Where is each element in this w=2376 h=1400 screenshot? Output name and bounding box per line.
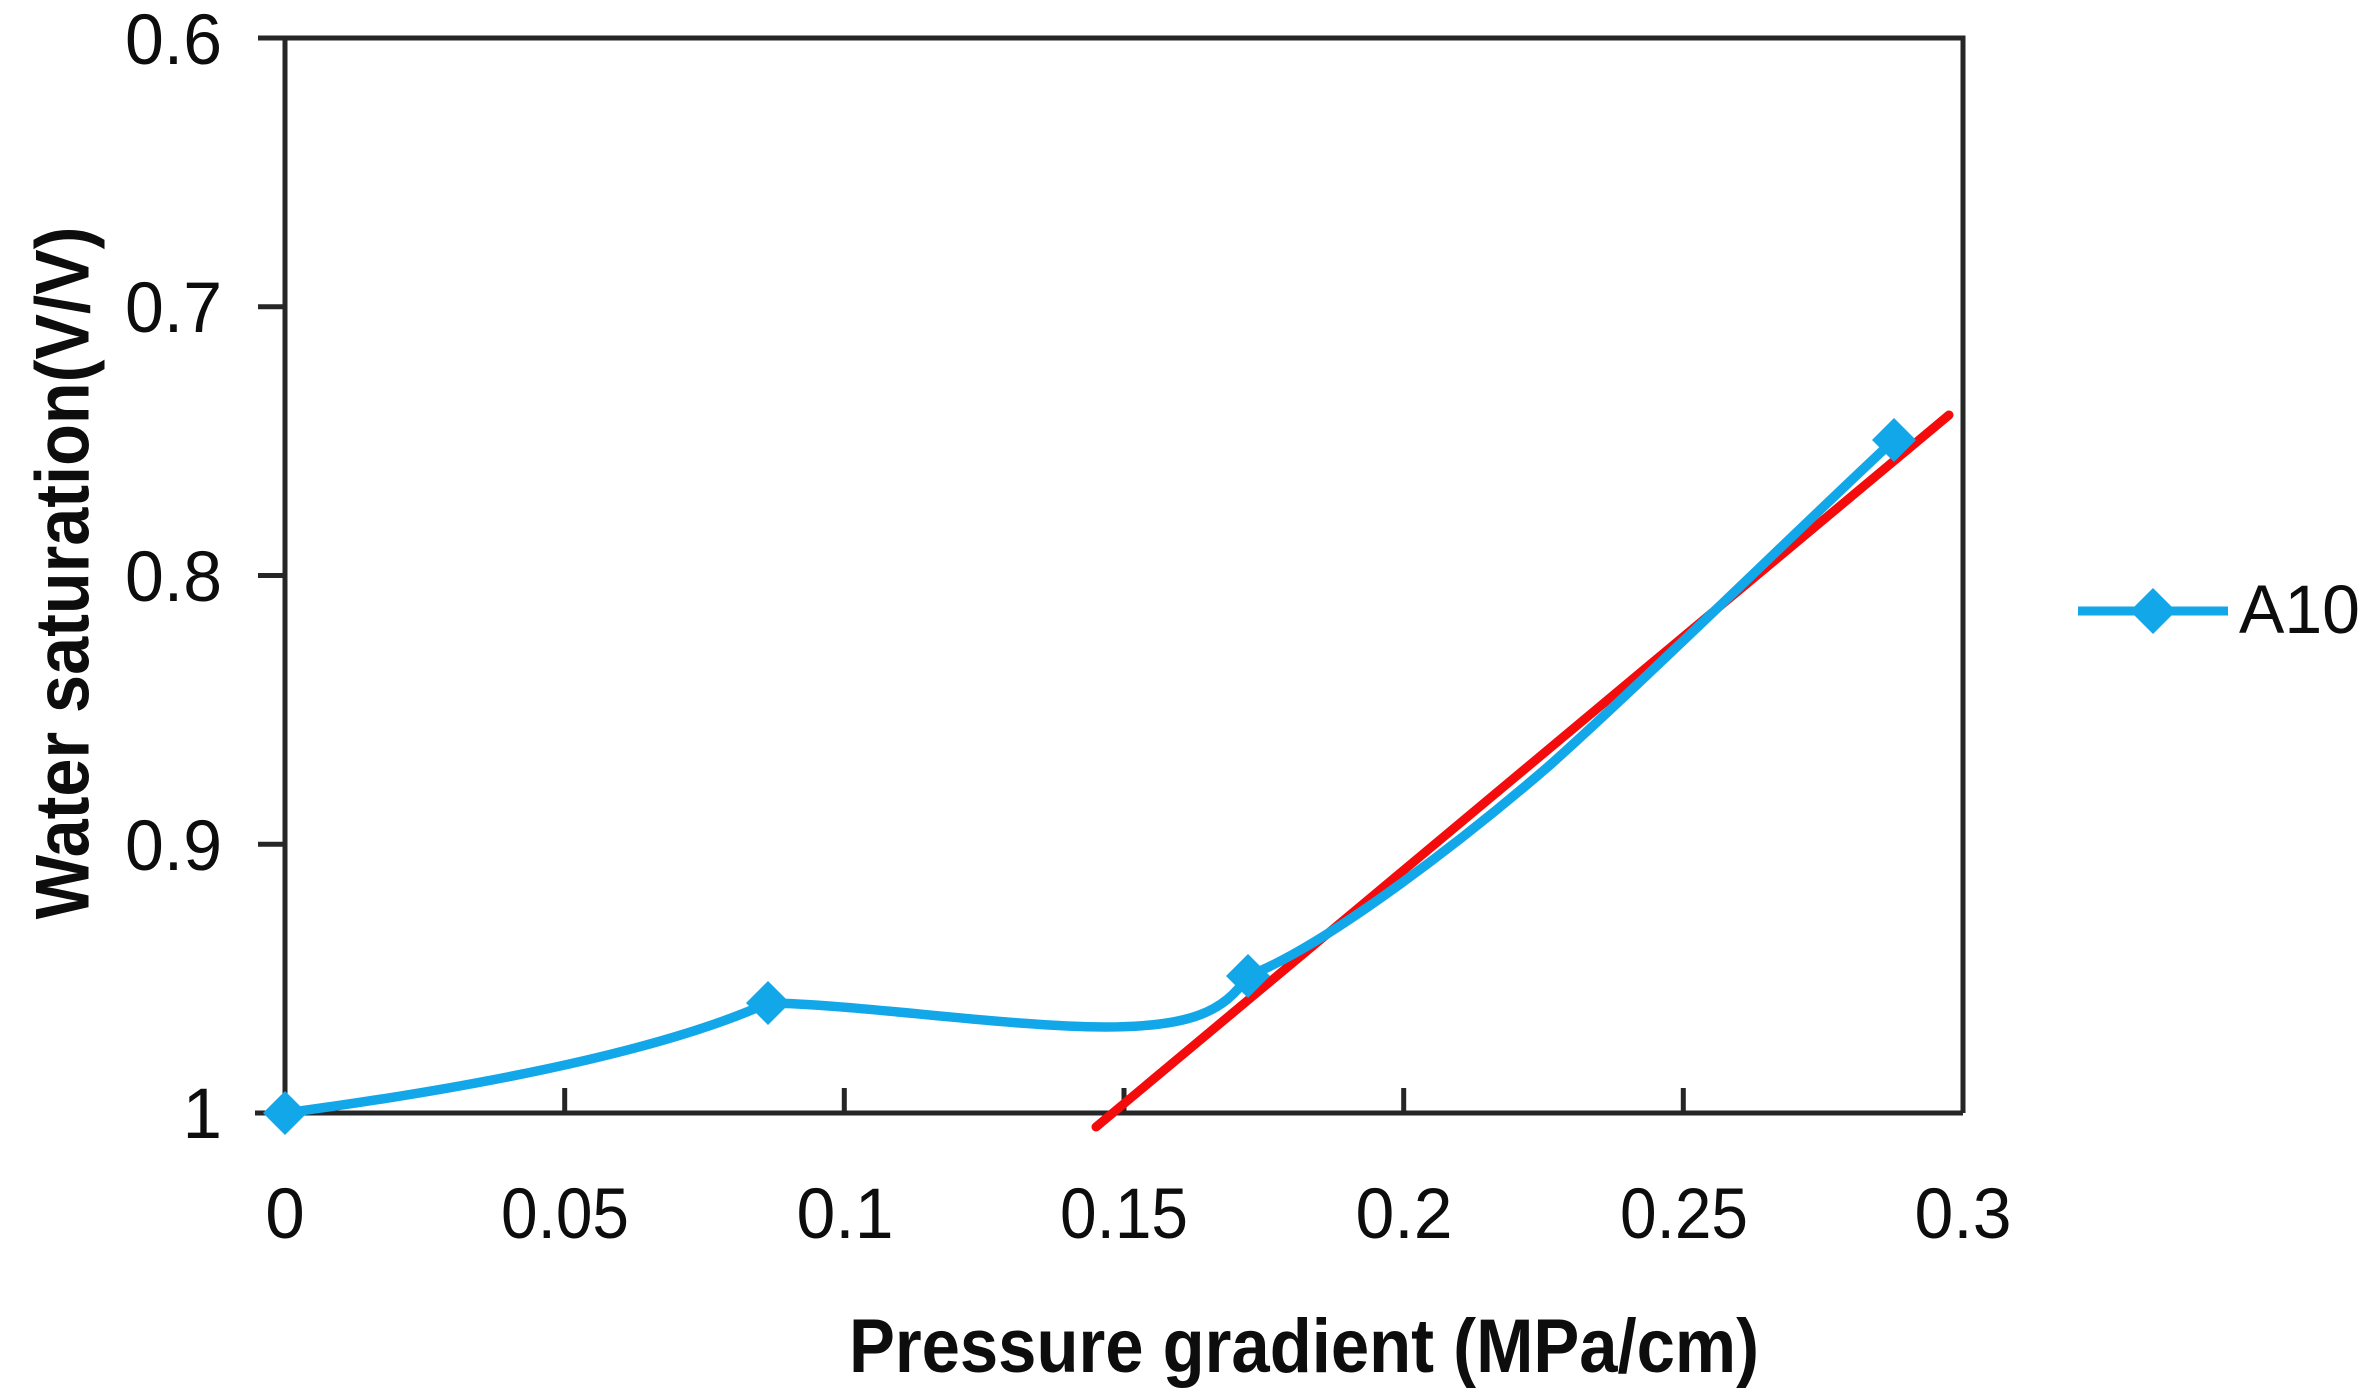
svg-text:0.2: 0.2 — [1356, 1175, 1453, 1254]
svg-text:0.25: 0.25 — [1620, 1175, 1748, 1254]
svg-text:0.8: 0.8 — [125, 538, 222, 617]
svg-text:0.05: 0.05 — [501, 1175, 629, 1254]
svg-text:0.6: 0.6 — [125, 1, 222, 80]
svg-text:0.15: 0.15 — [1060, 1175, 1188, 1254]
svg-text:Pressure gradient (MPa/cm): Pressure gradient (MPa/cm) — [849, 1304, 1759, 1389]
svg-text:0.9: 0.9 — [125, 807, 222, 886]
svg-text:0.7: 0.7 — [125, 269, 222, 348]
svg-text:0.3: 0.3 — [1915, 1175, 2012, 1254]
svg-text:1: 1 — [183, 1075, 223, 1154]
svg-text:Water saturation(V/V): Water saturation(V/V) — [21, 227, 105, 920]
svg-text:0.1: 0.1 — [797, 1175, 894, 1254]
svg-text:A10: A10 — [2239, 571, 2360, 648]
svg-text:0: 0 — [265, 1175, 305, 1254]
